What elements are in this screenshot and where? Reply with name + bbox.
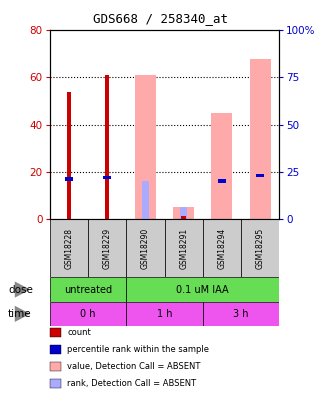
Bar	[50, 277, 126, 302]
Bar	[105, 75, 109, 219]
Text: 0 h: 0 h	[80, 309, 96, 319]
Bar	[180, 207, 187, 219]
Text: count: count	[67, 328, 91, 337]
Text: 3 h: 3 h	[233, 309, 249, 319]
Bar	[203, 219, 241, 277]
Bar	[103, 175, 111, 179]
Bar	[173, 207, 194, 219]
Polygon shape	[15, 306, 30, 322]
Text: untreated: untreated	[64, 285, 112, 294]
Text: value, Detection Call = ABSENT: value, Detection Call = ABSENT	[67, 362, 201, 371]
Bar	[142, 181, 149, 219]
Text: GSM18295: GSM18295	[256, 228, 265, 269]
Bar	[241, 219, 279, 277]
Text: GSM18291: GSM18291	[179, 228, 188, 269]
Bar	[126, 277, 279, 302]
Text: GSM18294: GSM18294	[217, 228, 226, 269]
Bar	[50, 219, 88, 277]
Bar	[218, 179, 226, 183]
Bar	[126, 302, 203, 326]
Text: rank, Detection Call = ABSENT: rank, Detection Call = ABSENT	[67, 379, 196, 388]
Text: GSM18228: GSM18228	[65, 228, 74, 269]
Bar	[50, 302, 126, 326]
Text: percentile rank within the sample: percentile rank within the sample	[67, 345, 209, 354]
Bar	[88, 219, 126, 277]
Bar	[181, 216, 186, 219]
Polygon shape	[15, 281, 30, 298]
Bar	[65, 177, 73, 181]
Text: time: time	[8, 309, 32, 319]
Bar	[66, 92, 71, 219]
Text: 1 h: 1 h	[157, 309, 172, 319]
Text: 0.1 uM IAA: 0.1 uM IAA	[177, 285, 229, 294]
Bar	[126, 219, 164, 277]
Bar	[164, 219, 203, 277]
Bar	[211, 113, 232, 219]
Bar	[135, 75, 156, 219]
Text: GDS668 / 258340_at: GDS668 / 258340_at	[93, 12, 228, 25]
Bar	[256, 174, 264, 177]
Bar	[250, 59, 271, 219]
Text: GSM18290: GSM18290	[141, 228, 150, 269]
Text: dose: dose	[8, 285, 33, 294]
Bar	[203, 302, 279, 326]
Text: GSM18229: GSM18229	[103, 228, 112, 269]
